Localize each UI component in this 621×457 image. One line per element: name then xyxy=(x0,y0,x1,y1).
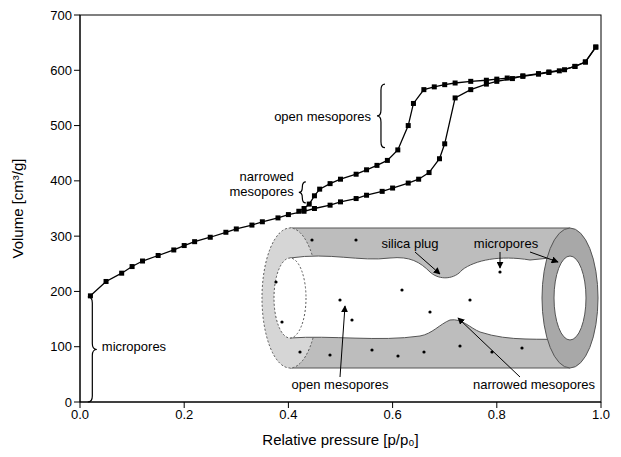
svg-text:400: 400 xyxy=(50,173,72,188)
svg-text:700: 700 xyxy=(50,8,72,23)
svg-text:1.0: 1.0 xyxy=(592,407,610,422)
svg-text:Volume [cm³/g]: Volume [cm³/g] xyxy=(9,158,26,258)
svg-text:micropores: micropores xyxy=(474,236,539,251)
svg-text:silica plug: silica plug xyxy=(381,236,438,251)
svg-text:narrowed: narrowed xyxy=(240,169,294,184)
svg-text:0.2: 0.2 xyxy=(175,407,193,422)
svg-text:Relative pressure [p/p₀]: Relative pressure [p/p₀] xyxy=(262,431,418,448)
svg-text:300: 300 xyxy=(50,229,72,244)
svg-text:0.6: 0.6 xyxy=(384,407,402,422)
svg-text:500: 500 xyxy=(50,118,72,133)
svg-text:200: 200 xyxy=(50,284,72,299)
svg-text:0.4: 0.4 xyxy=(279,407,297,422)
svg-text:0.0: 0.0 xyxy=(71,407,89,422)
svg-text:narrowed mesopores: narrowed mesopores xyxy=(473,377,596,392)
svg-text:mesopores: mesopores xyxy=(230,184,295,199)
svg-text:0.8: 0.8 xyxy=(488,407,506,422)
svg-text:open mesopores: open mesopores xyxy=(292,377,389,392)
svg-text:open mesopores: open mesopores xyxy=(274,109,371,124)
svg-text:micropores: micropores xyxy=(102,339,167,354)
svg-text:0: 0 xyxy=(65,395,72,410)
svg-text:600: 600 xyxy=(50,63,72,78)
svg-text:100: 100 xyxy=(50,339,72,354)
